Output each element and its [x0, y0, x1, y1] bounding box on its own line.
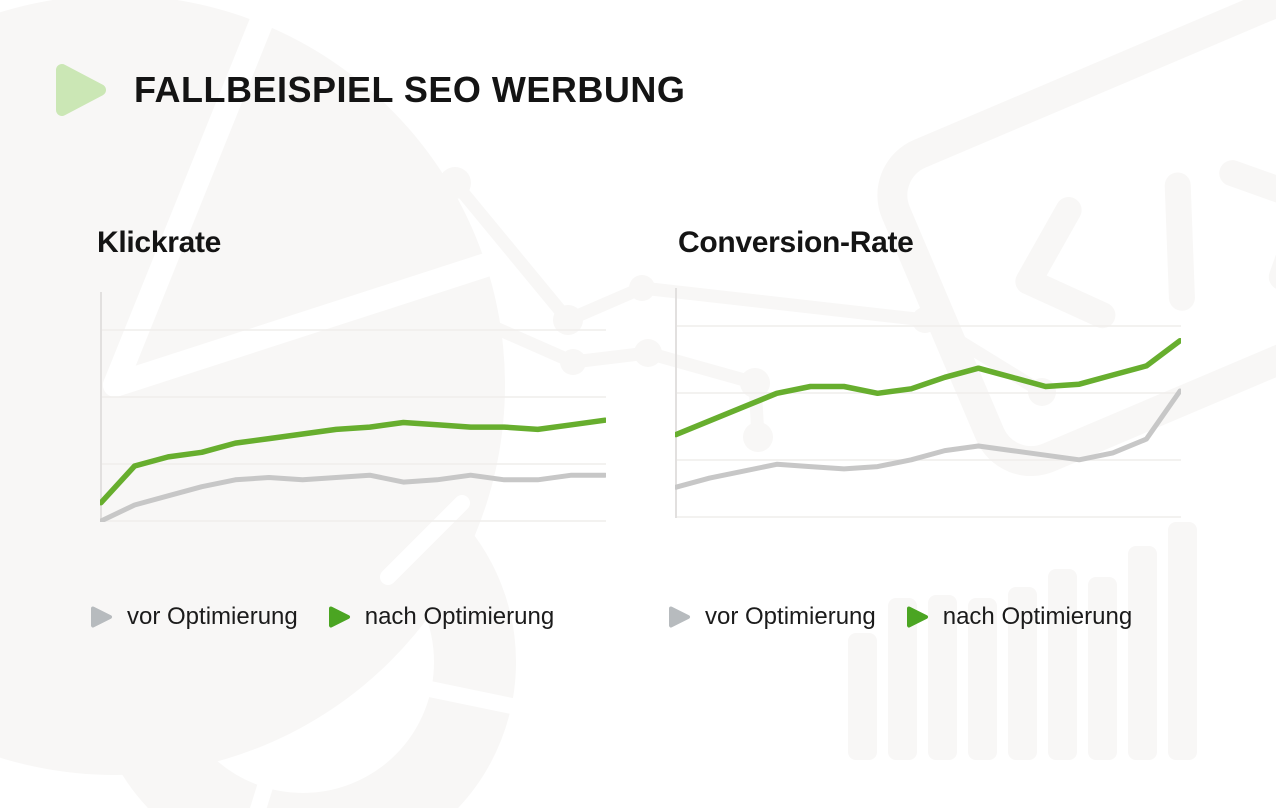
chart-section-conversion-rate: Conversion-Rate vor Optimierung nach Opt…: [669, 226, 1198, 630]
green-play-marker-icon: [906, 606, 928, 628]
chart-title-klickrate: Klickrate: [97, 226, 222, 259]
background-bar-chart-shape: [848, 522, 1197, 760]
legend-item-before: vor Optimierung: [89, 603, 298, 631]
background-donut-chart-shape: [90, 449, 534, 808]
legend-item-before: vor Optimierung: [667, 603, 876, 631]
play-triangle-icon: [56, 64, 106, 116]
legend-item-after: nach Optimierung: [327, 603, 554, 631]
line-chart-conversion-rate: [675, 288, 1181, 518]
line-chart-klickrate: [100, 292, 606, 522]
chart-section-klickrate: Klickrate vor Optimierung nach Optimieru…: [91, 226, 617, 630]
legend-conversion-rate: vor Optimierung nach Optimierung: [667, 603, 1132, 631]
page-title: FALLBEISPIEL SEO WERBUNG: [134, 69, 686, 110]
legend-label-before: vor Optimierung: [127, 603, 298, 630]
green-play-marker-icon: [328, 606, 350, 628]
legend-label-after: nach Optimierung: [364, 603, 555, 630]
chart-title-conversion-rate: Conversion-Rate: [678, 226, 914, 259]
legend-klickrate: vor Optimierung nach Optimierung: [89, 603, 554, 631]
header: FALLBEISPIEL SEO WERBUNG: [54, 64, 685, 116]
gray-play-marker-icon: [669, 606, 690, 628]
legend-label-before: vor Optimierung: [705, 603, 876, 630]
legend-item-after: nach Optimierung: [905, 603, 1132, 631]
legend-label-after: nach Optimierung: [942, 603, 1133, 630]
gray-play-marker-icon: [91, 606, 112, 628]
